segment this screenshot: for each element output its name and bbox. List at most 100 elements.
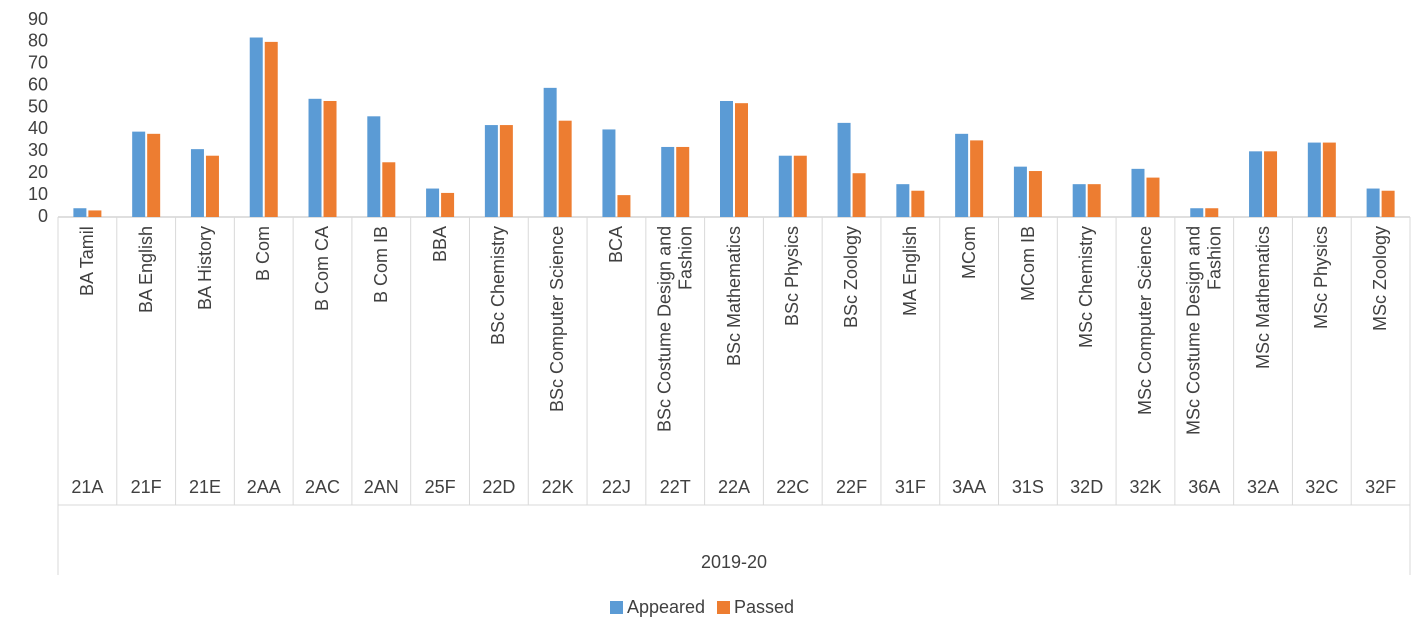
category-code: 21F xyxy=(131,477,162,497)
bar xyxy=(617,195,631,217)
category-code: 22K xyxy=(542,477,574,497)
category-label: BSc Computer Science xyxy=(547,226,568,413)
bar xyxy=(308,98,322,217)
category-code: 31F xyxy=(895,477,926,497)
category-code: 22F xyxy=(836,477,867,497)
category-label: MSc Costume Design and Fashion xyxy=(1183,226,1225,436)
y-tick-label: 20 xyxy=(28,162,48,182)
bar xyxy=(1322,142,1336,217)
bar xyxy=(1264,151,1278,217)
bar xyxy=(720,100,733,217)
legend-swatch xyxy=(717,601,730,614)
bar xyxy=(484,125,498,217)
y-tick-label: 10 xyxy=(28,184,48,204)
category-label: MCom IB xyxy=(1017,226,1038,302)
category-label: BSc Mathematics xyxy=(723,226,744,367)
category-label: MSc Computer Science xyxy=(1134,226,1155,416)
category-label: BCA xyxy=(605,226,626,264)
bar xyxy=(778,155,792,217)
category-label: BA History xyxy=(194,226,215,311)
category-code: 32D xyxy=(1070,477,1103,497)
bar xyxy=(911,190,925,217)
category-code: 2AA xyxy=(247,477,281,497)
bar xyxy=(426,188,440,217)
category-code: 21E xyxy=(189,477,221,497)
category-label: MA English xyxy=(899,226,920,317)
y-tick-label: 70 xyxy=(28,53,48,73)
bar xyxy=(676,146,690,217)
y-tick-label: 30 xyxy=(28,140,48,160)
legend-label: Passed xyxy=(734,597,795,617)
bar xyxy=(558,120,572,217)
category-label: MSc Zoology xyxy=(1370,226,1391,332)
category-code: 31S xyxy=(1012,477,1044,497)
group-label: 2019-20 xyxy=(701,552,767,572)
bar xyxy=(132,131,146,217)
bar xyxy=(970,140,984,217)
bar xyxy=(1366,188,1380,217)
category-code: 22A xyxy=(718,477,750,497)
bar xyxy=(147,133,161,217)
category-label: BBA xyxy=(429,226,450,263)
bar xyxy=(852,173,866,217)
category-code: 22J xyxy=(602,477,631,497)
category-label: B Com xyxy=(253,226,274,282)
legend-item: Appeared xyxy=(610,597,705,618)
bar xyxy=(441,192,455,217)
category-code: 32C xyxy=(1305,477,1338,497)
category-code: 2AC xyxy=(305,477,340,497)
bar xyxy=(323,100,337,217)
category-code: 32F xyxy=(1365,477,1396,497)
y-tick-label: 90 xyxy=(28,9,48,29)
bar xyxy=(1013,166,1027,217)
bar xyxy=(1146,177,1160,217)
y-tick-label: 60 xyxy=(28,74,48,94)
bar xyxy=(367,116,381,217)
bar xyxy=(1205,208,1219,217)
bar xyxy=(837,122,851,217)
bar xyxy=(955,133,969,217)
bar xyxy=(190,149,204,217)
category-label: BA Tamil xyxy=(76,226,97,296)
category-label: BA English xyxy=(135,226,156,314)
y-tick-label: 50 xyxy=(28,96,48,116)
bar xyxy=(896,184,910,217)
category-code: 22D xyxy=(482,477,515,497)
bar xyxy=(73,208,87,217)
category-label: BSc Zoology xyxy=(841,226,862,329)
category-label: MCom xyxy=(958,226,979,279)
y-tick-label: 40 xyxy=(28,118,48,138)
bar xyxy=(602,129,616,217)
bar xyxy=(264,41,278,218)
bar xyxy=(543,87,557,217)
bar xyxy=(1249,151,1263,217)
category-code: 32K xyxy=(1129,477,1161,497)
bar xyxy=(499,125,513,217)
category-label: B Com CA xyxy=(312,226,333,312)
category-code: 22C xyxy=(776,477,809,497)
category-code: 25F xyxy=(425,477,456,497)
category-label: MSc Chemistry xyxy=(1076,226,1097,349)
legend-label: Appeared xyxy=(627,597,706,617)
bar xyxy=(1190,208,1204,217)
bar xyxy=(88,210,102,217)
bar xyxy=(1028,171,1042,217)
bar xyxy=(661,146,675,217)
category-label: BSc Costume Design and Fashion xyxy=(654,226,696,433)
category-code: 3AA xyxy=(952,477,986,497)
category-label: BSc Physics xyxy=(782,226,803,327)
bar xyxy=(1087,184,1101,217)
y-tick-label: 80 xyxy=(28,31,48,51)
bar xyxy=(1072,184,1086,217)
legend-item: Passed xyxy=(717,597,794,618)
category-code: 36A xyxy=(1188,477,1220,497)
bar xyxy=(205,155,219,217)
bar xyxy=(1307,142,1321,217)
category-label: BSc Chemistry xyxy=(488,226,509,346)
category-label: B Com IB xyxy=(370,226,391,304)
category-code: 21A xyxy=(71,477,103,497)
category-label: MSc Mathematics xyxy=(1252,226,1273,370)
category-code: 22T xyxy=(660,477,691,497)
